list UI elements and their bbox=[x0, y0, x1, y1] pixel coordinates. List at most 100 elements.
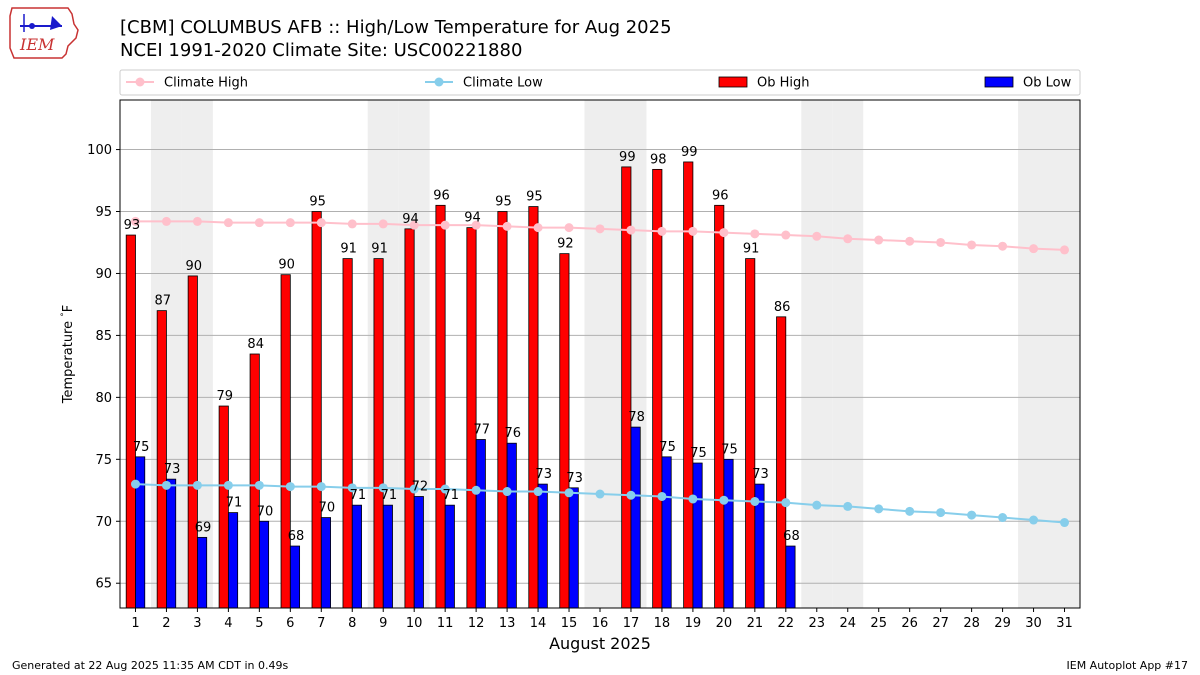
ob-high-label: 91 bbox=[743, 242, 760, 257]
climate-low-point bbox=[223, 480, 233, 490]
ob-high-bar bbox=[373, 258, 384, 609]
x-tick-label: 4 bbox=[224, 616, 232, 631]
climate-low-point bbox=[1029, 515, 1039, 525]
ob-high-label: 90 bbox=[186, 259, 203, 274]
ob-low-label: 69 bbox=[195, 520, 212, 535]
weekend-band bbox=[1049, 100, 1080, 608]
x-tick-label: 29 bbox=[994, 616, 1011, 631]
x-tick-label: 11 bbox=[437, 616, 454, 631]
x-tick-label: 21 bbox=[747, 616, 764, 631]
ob-low-label: 71 bbox=[443, 488, 460, 503]
climate-low-point bbox=[409, 484, 419, 494]
ob-low-label: 72 bbox=[412, 479, 429, 494]
climate-high-point bbox=[905, 236, 915, 246]
climate-high-point bbox=[254, 218, 264, 228]
ob-low-bar bbox=[166, 478, 177, 609]
ob-low-bar bbox=[568, 487, 579, 609]
ob-low-bar bbox=[351, 504, 362, 609]
y-tick-label: 95 bbox=[95, 205, 112, 220]
climate-high-point bbox=[998, 241, 1008, 251]
climate-low-point bbox=[471, 485, 481, 495]
y-tick-label: 100 bbox=[87, 143, 112, 158]
climate-low-point bbox=[626, 490, 636, 500]
x-tick-label: 24 bbox=[839, 616, 856, 631]
climate-low-point bbox=[905, 506, 915, 516]
climate-high-point bbox=[192, 216, 202, 226]
x-tick-label: 16 bbox=[592, 616, 609, 631]
x-tick-label: 12 bbox=[468, 616, 485, 631]
climate-high-point bbox=[719, 228, 729, 238]
x-tick-label: 13 bbox=[499, 616, 516, 631]
ob-high-label: 96 bbox=[712, 188, 729, 203]
x-tick-label: 31 bbox=[1056, 616, 1073, 631]
x-tick-label: 10 bbox=[406, 616, 423, 631]
x-tick-label: 6 bbox=[286, 616, 294, 631]
ob-high-bar bbox=[156, 310, 167, 609]
y-tick-label: 85 bbox=[95, 329, 112, 344]
x-tick-label: 7 bbox=[317, 616, 325, 631]
ob-high-bar bbox=[714, 204, 725, 609]
ob-high-label: 94 bbox=[402, 212, 419, 227]
ob-high-label: 92 bbox=[557, 237, 574, 252]
data-labels: 93 87 90 79 84 90 95 91 91 94 96 94 95 95 92 99 98 99 96 91… bbox=[124, 145, 800, 544]
ob-low-label: 75 bbox=[721, 442, 738, 457]
climate-high-point bbox=[161, 216, 171, 226]
legend-label: Ob High bbox=[757, 76, 810, 91]
x-tick-label: 23 bbox=[809, 616, 826, 631]
climate-low-point bbox=[378, 483, 388, 493]
ob-high-bar bbox=[776, 316, 787, 609]
climate-high-point bbox=[595, 224, 605, 234]
climate-low-point bbox=[967, 510, 977, 520]
legend-swatch-bar bbox=[984, 76, 1014, 88]
ob-high-label: 99 bbox=[681, 145, 698, 160]
ob-high-bar bbox=[497, 211, 508, 609]
climate-high-point bbox=[688, 226, 698, 236]
climate-low-point bbox=[874, 504, 884, 514]
climate-high-point bbox=[316, 218, 326, 228]
x-tick-label: 14 bbox=[530, 616, 547, 631]
x-tick-label: 25 bbox=[870, 616, 887, 631]
climate-high-point bbox=[1060, 245, 1070, 255]
iem-logo: IEM bbox=[6, 4, 82, 64]
ob-high-bar bbox=[466, 227, 477, 609]
ob-low-label: 73 bbox=[164, 462, 181, 477]
climate-low-point bbox=[1060, 518, 1070, 528]
ob-low-bar bbox=[475, 439, 486, 609]
ob-low-label: 71 bbox=[350, 488, 367, 503]
ob-low-bar bbox=[258, 520, 270, 609]
legend-label: Climate High bbox=[164, 76, 248, 91]
ob-high-label: 96 bbox=[433, 188, 450, 203]
x-tick-label: 5 bbox=[255, 616, 263, 631]
climate-lines bbox=[130, 216, 1070, 528]
x-tick-label: 1 bbox=[131, 616, 139, 631]
footer-generated: Generated at 22 Aug 2025 11:35 AM CDT in… bbox=[12, 659, 289, 672]
x-axis-label: August 2025 bbox=[549, 634, 651, 653]
footer-app: IEM Autoplot App #17 bbox=[1066, 659, 1189, 672]
climate-high-point bbox=[626, 225, 636, 235]
ob-high-label: 84 bbox=[247, 337, 264, 352]
climate-low-point bbox=[347, 483, 357, 493]
climate-low-point bbox=[564, 488, 574, 498]
climate-high-point bbox=[936, 237, 946, 247]
climate-low-point bbox=[688, 494, 698, 504]
climate-low-point bbox=[502, 487, 512, 497]
ob-low-label: 77 bbox=[474, 422, 491, 437]
climate-high-point bbox=[502, 221, 512, 231]
x-tick-label: 8 bbox=[348, 616, 356, 631]
ob-high-label: 93 bbox=[124, 218, 141, 233]
ob-high-label: 91 bbox=[371, 242, 388, 257]
climate-low-point bbox=[998, 513, 1008, 523]
x-axis-ticks: 1 2 3 4 5 6 7 8 9 10 11 12 13 14 15 16 17 18 19 20 21 22 23 24 2… bbox=[131, 608, 1073, 631]
climate-low-point bbox=[843, 501, 853, 511]
y-tick-label: 90 bbox=[95, 267, 112, 282]
ob-high-bar bbox=[559, 253, 570, 609]
bars-layer bbox=[125, 161, 796, 609]
ob-low-label: 75 bbox=[133, 440, 150, 455]
ob-high-bar bbox=[528, 206, 539, 609]
climate-low-point bbox=[812, 500, 822, 510]
x-tick-label: 22 bbox=[778, 616, 795, 631]
y-tick-label: 75 bbox=[95, 453, 112, 468]
ob-high-bar bbox=[435, 204, 446, 609]
climate-high-point bbox=[130, 216, 140, 226]
legend-box bbox=[119, 69, 1081, 96]
